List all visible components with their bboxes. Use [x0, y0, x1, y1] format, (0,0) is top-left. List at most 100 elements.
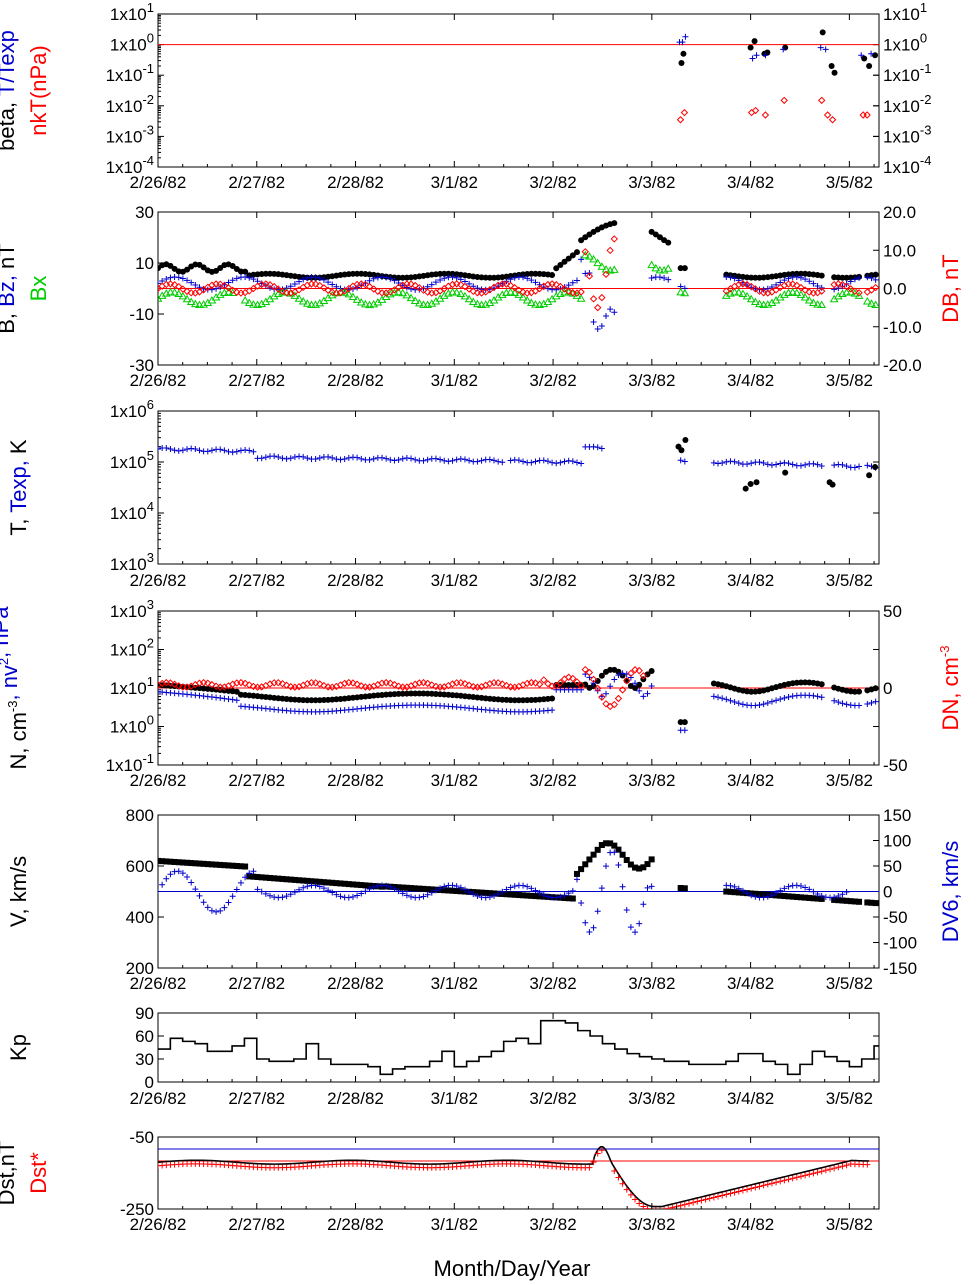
series-bx-point — [742, 291, 752, 300]
x-tick-label: 3/4/82 — [727, 173, 774, 192]
series-dst--point — [698, 1197, 705, 1204]
x-tick-label: 3/1/82 — [431, 974, 478, 993]
series-bz-point — [296, 278, 303, 285]
series-v-point — [308, 878, 315, 885]
series-dst--point — [702, 1196, 709, 1203]
series-dn-point — [287, 682, 295, 691]
series-v-point — [200, 860, 207, 867]
y-tick-label: 0 — [145, 1073, 154, 1092]
series-dv6-point — [441, 883, 448, 890]
y-tick-label: 1x10-4 — [106, 153, 154, 177]
series-bx-point — [809, 298, 818, 306]
series-n-point — [677, 719, 684, 726]
series-nv2-point — [615, 672, 622, 679]
series-bx-point — [294, 294, 304, 302]
series-bx-point — [585, 252, 594, 260]
x-tick-label: 3/5/82 — [826, 1089, 873, 1108]
series-v-point — [279, 875, 286, 882]
x-tick-label: 3/1/82 — [431, 771, 478, 790]
series-v-point — [507, 891, 514, 898]
series-dv6-point — [582, 919, 589, 926]
series-dv6-point — [491, 892, 498, 899]
series-dv6-point — [362, 888, 369, 895]
series-v-point — [528, 892, 535, 899]
series-dv6-point — [453, 883, 460, 890]
series-db-point — [191, 289, 200, 297]
series-dv6-point — [250, 868, 257, 875]
series-bz-point — [814, 282, 821, 289]
series-dv6-point — [424, 891, 431, 898]
series-db-point — [324, 286, 332, 294]
series-dn-point — [631, 666, 639, 674]
series-dn-point — [627, 669, 635, 678]
series-t-point — [478, 457, 485, 464]
series-nv2-point — [764, 699, 771, 706]
series-t-point — [677, 457, 684, 464]
series-dst--point — [590, 1159, 597, 1166]
series-v-point — [793, 893, 800, 900]
series-dv6-point — [843, 889, 850, 896]
series-dst--point — [818, 1168, 825, 1175]
series-dv6-point — [175, 868, 182, 875]
series-dv6-point — [818, 892, 825, 899]
series-dn-point — [208, 680, 216, 689]
series-dv6-point — [644, 884, 651, 891]
series-t-point — [561, 458, 568, 465]
series-dv6-point — [744, 890, 751, 897]
y-tick-label: 1x10-1 — [106, 61, 154, 85]
series-t-point — [391, 457, 398, 464]
series-t-point — [715, 460, 722, 467]
series-nv2-point — [868, 699, 875, 706]
series-dv6-point — [325, 887, 332, 894]
series-db-point — [743, 280, 751, 289]
series-v-point — [258, 874, 265, 881]
series-t-point — [175, 447, 182, 454]
series-dv6-point — [503, 886, 510, 893]
series-n-point — [312, 697, 319, 704]
series-nv2-point — [221, 695, 228, 702]
series-db-point — [262, 280, 270, 288]
series-dv6-point — [586, 929, 593, 936]
series-b-point — [611, 220, 618, 227]
series-bz-point — [320, 276, 327, 283]
series-v-point — [304, 877, 311, 884]
x-axis-dst: 2/26/82 2/27/82 2/28/82 3/1/82 3/2/82 3/3/82 3… — [130, 1137, 875, 1234]
series-bz-point — [246, 274, 253, 281]
series-v-point — [681, 885, 688, 892]
series-t-point — [797, 462, 804, 469]
series-nv2-point — [735, 700, 742, 707]
plot-frame — [157, 13, 880, 168]
series-dv6-point — [391, 885, 398, 892]
series-bz-point — [590, 319, 597, 326]
series-dn-point — [241, 679, 249, 688]
series-db-point — [407, 280, 415, 288]
series-db-point — [838, 280, 847, 289]
series-db-point — [556, 282, 565, 291]
plot-frame — [157, 1012, 880, 1083]
series-db-point — [606, 246, 614, 255]
series-t-point — [453, 456, 460, 463]
series-s2-point — [780, 96, 788, 105]
x-tick-label: 3/2/82 — [529, 974, 576, 993]
series-dn-point — [390, 680, 399, 689]
series-t-point — [275, 454, 282, 461]
series-db-point — [465, 285, 473, 293]
x-tick-label: 3/3/82 — [628, 173, 675, 192]
series-t-point — [300, 453, 307, 460]
series-bz-point — [847, 278, 854, 285]
x-tick-label: 2/28/82 — [327, 1089, 384, 1108]
series-nv2-point — [773, 697, 780, 704]
series-n-point — [648, 668, 655, 675]
series-dv6-point — [279, 894, 286, 901]
series-v-point — [312, 878, 319, 885]
series-dst--point — [731, 1189, 738, 1196]
y-right-tick-label: 1x10-1 — [883, 61, 931, 85]
series-n-point — [408, 690, 415, 697]
x-tick-label: 2/27/82 — [228, 1089, 285, 1108]
series-dst--point — [752, 1184, 759, 1191]
series-b-point — [229, 262, 236, 269]
series-dv6-point — [831, 894, 838, 901]
series-bx-point — [419, 300, 428, 308]
series-v-point — [536, 893, 543, 900]
series-dv6-point — [731, 883, 738, 890]
